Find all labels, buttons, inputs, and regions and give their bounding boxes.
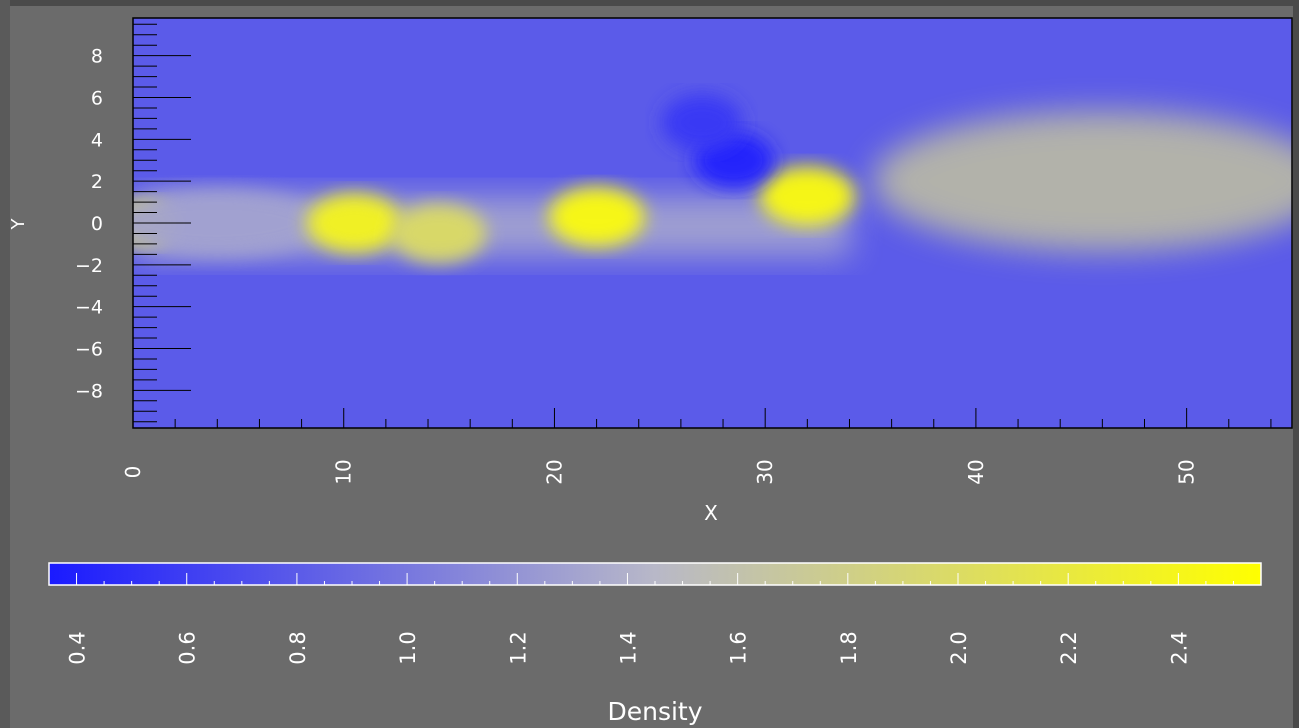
y-tick-label: −6 [75,339,103,361]
y-axis: 8 6 4 2 0 −2 −4 −6 −8 [75,23,191,423]
y-tick-label: 4 [91,129,103,151]
colorbar-tick-label: 0.6 [176,631,200,664]
window-border-left [0,0,10,728]
density-feature-cavity [661,94,742,151]
x-axis-label: X [704,501,718,525]
y-axis-label: Y [8,218,29,231]
density-feature-plume [872,111,1292,252]
colorbar: 0.4 0.6 0.8 1.0 1.2 1.4 1.6 1.8 2.0 2.2 2.4 [48,562,1262,665]
density-feature-jet-sheath [133,189,328,257]
density-feature-knot [548,186,645,247]
density-feature-knot [759,165,856,226]
colorbar-tick-label: 2.0 [947,631,971,664]
colorbar-tick-label: 1.8 [837,631,861,664]
colorbar-tick-label: 1.6 [727,631,751,664]
colorbar-tick-label: 1.4 [616,631,640,664]
y-tick-label: −2 [75,255,103,277]
x-tick-label: 40 [964,459,988,484]
window-border-right [1293,0,1299,728]
y-tick-label: −4 [75,297,103,319]
density-feature-knot [390,203,487,264]
heatmap-features [133,94,1292,264]
y-tick-label: 0 [91,213,103,235]
colorbar-tick-label: 0.4 [66,631,90,664]
density-heatmap [132,17,1293,429]
x-tick-label: 30 [753,459,777,484]
colorbar-tick-label: 2.4 [1167,631,1191,664]
colorbar-tick-label: 1.0 [396,631,420,664]
colorbar-ticks: 0.4 0.6 0.8 1.0 1.2 1.4 1.6 1.8 2.0 2.2 2.4 [66,573,1234,665]
y-tick-label: 8 [91,46,103,68]
x-axis: 0 10 20 30 40 50 [121,408,1272,485]
x-tick-label: 0 [121,466,145,479]
x-tick-label: 50 [1175,459,1199,484]
x-tick-label: 10 [332,459,356,484]
y-tick-label: 6 [91,87,103,109]
colorbar-label: Density [607,697,702,726]
window-border-top [0,0,1299,6]
y-tick-label: −8 [75,380,103,402]
density-feature-knot [306,193,403,253]
colorbar-tick-label: 1.2 [506,631,530,664]
colorbar-tick-label: 2.2 [1057,631,1081,664]
y-tick-label: 2 [91,171,103,193]
colorbar-tick-label: 0.8 [286,631,310,664]
x-tick-label: 20 [542,459,566,484]
